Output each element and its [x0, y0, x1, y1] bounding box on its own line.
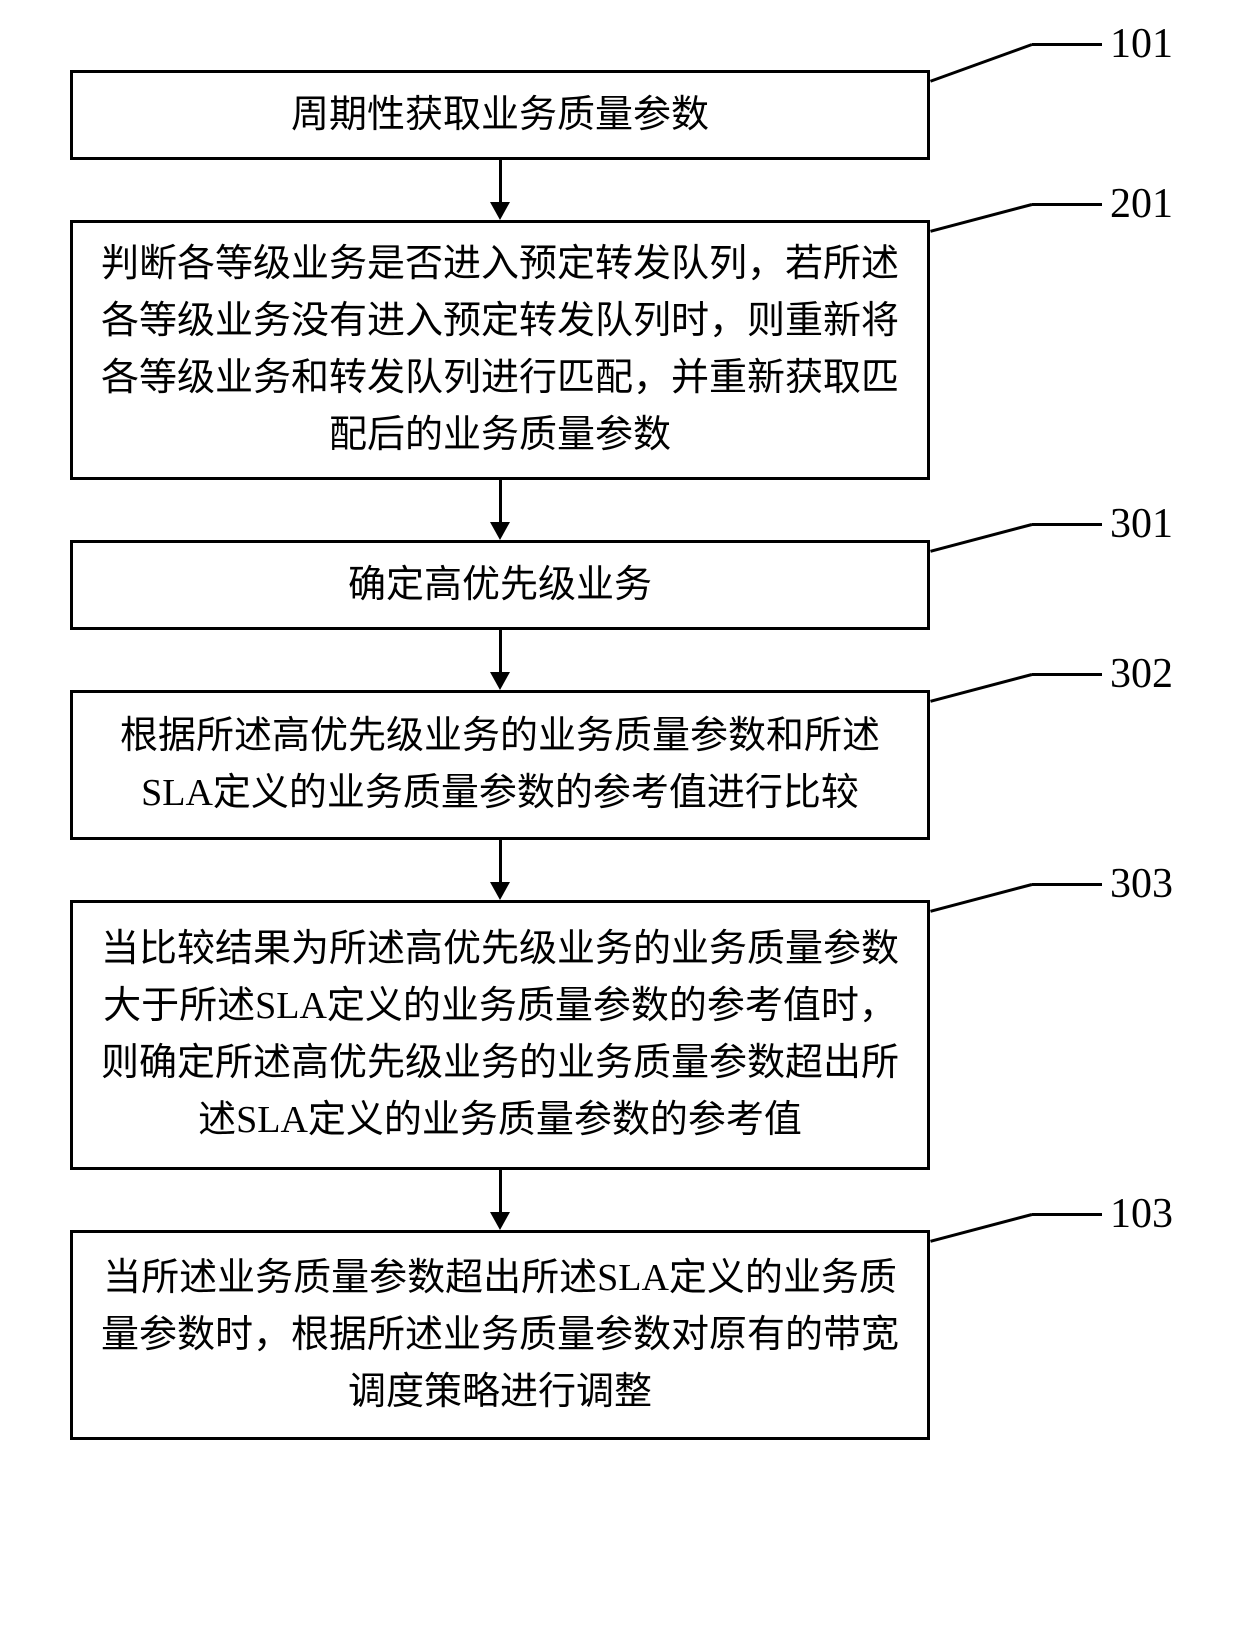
flow-node-text: 根据所述高优先级业务的业务质量参数和所述SLA定义的业务质量参数的参考值进行比较	[97, 708, 903, 822]
leader-line-h	[1032, 203, 1102, 206]
node-label-101: 101	[1110, 20, 1173, 68]
arrow-head	[490, 202, 510, 220]
leader-line-h	[1032, 673, 1102, 676]
arrow-line	[499, 840, 502, 884]
node-label-303: 303	[1110, 860, 1173, 908]
arrow-head	[490, 672, 510, 690]
arrow-line	[499, 1170, 502, 1214]
flow-node-101: 周期性获取业务质量参数	[70, 70, 930, 160]
leader-line-h	[1032, 523, 1102, 526]
flow-node-text: 判断各等级业务是否进入预定转发队列，若所述各等级业务没有进入预定转发队列时，则重…	[97, 236, 903, 464]
node-label-302: 302	[1110, 650, 1173, 698]
leader-line-diag	[930, 523, 1033, 553]
leader-line-h	[1032, 883, 1102, 886]
flow-node-302: 根据所述高优先级业务的业务质量参数和所述SLA定义的业务质量参数的参考值进行比较	[70, 690, 930, 840]
arrow-head	[490, 882, 510, 900]
flowchart-canvas: 周期性获取业务质量参数判断各等级业务是否进入预定转发队列，若所述各等级业务没有进…	[0, 0, 1240, 1632]
leader-line-diag	[929, 43, 1032, 83]
arrow-line	[499, 480, 502, 524]
leader-line-diag	[930, 1213, 1033, 1243]
flow-node-text: 周期性获取业务质量参数	[291, 87, 709, 144]
arrow-head	[490, 1212, 510, 1230]
node-label-301: 301	[1110, 500, 1173, 548]
arrow-head	[490, 522, 510, 540]
node-label-103: 103	[1110, 1190, 1173, 1238]
flow-node-301: 确定高优先级业务	[70, 540, 930, 630]
leader-line-h	[1032, 1213, 1102, 1216]
flow-node-201: 判断各等级业务是否进入预定转发队列，若所述各等级业务没有进入预定转发队列时，则重…	[70, 220, 930, 480]
flow-node-103: 当所述业务质量参数超出所述SLA定义的业务质量参数时，根据所述业务质量参数对原有…	[70, 1230, 930, 1440]
flow-node-303: 当比较结果为所述高优先级业务的业务质量参数大于所述SLA定义的业务质量参数的参考…	[70, 900, 930, 1170]
node-label-201: 201	[1110, 180, 1173, 228]
flow-node-text: 确定高优先级业务	[348, 557, 652, 614]
leader-line-diag	[930, 673, 1033, 703]
leader-line-diag	[930, 203, 1033, 233]
leader-line-h	[1032, 43, 1102, 46]
leader-line-diag	[930, 883, 1033, 913]
flow-node-text: 当所述业务质量参数超出所述SLA定义的业务质量参数时，根据所述业务质量参数对原有…	[97, 1250, 903, 1421]
arrow-line	[499, 630, 502, 674]
flow-node-text: 当比较结果为所述高优先级业务的业务质量参数大于所述SLA定义的业务质量参数的参考…	[97, 921, 903, 1149]
arrow-line	[499, 160, 502, 204]
